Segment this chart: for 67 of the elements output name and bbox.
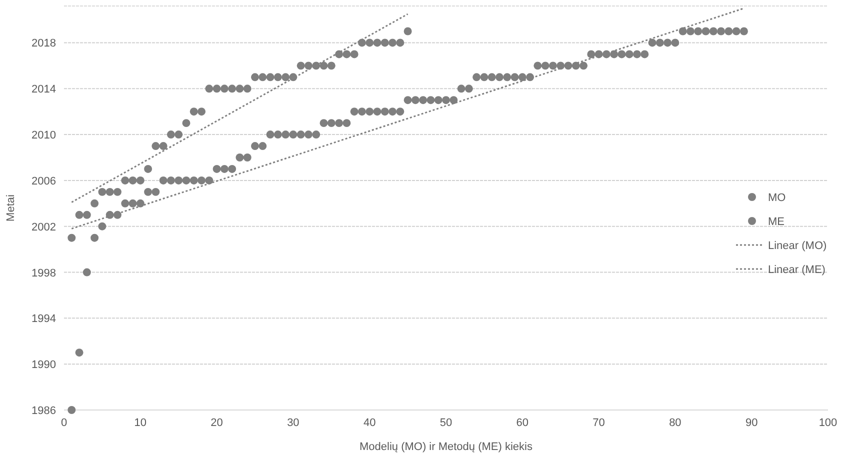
point [121,176,130,184]
legend-label: Linear (MO) [768,240,827,252]
point [228,84,236,93]
point [152,142,160,150]
x-tick-label: 60 [516,417,529,429]
point [220,84,228,93]
point [251,73,259,82]
point [258,73,267,82]
y-axis-title: Metai [5,194,17,222]
point [274,73,282,82]
x-tick-label: 80 [669,417,682,429]
x-axis-title: Modelių (MO) ir Metodų (ME) kiekis [360,441,533,453]
point [144,164,152,173]
point [388,38,397,47]
point [296,62,305,70]
x-tick-label: 40 [363,417,376,429]
point [350,50,358,58]
point [159,142,168,150]
y-tick-label: 1994 [32,313,56,326]
point [236,84,244,93]
x-tick-label: 0 [60,417,68,429]
y-tick-label: 2002 [32,221,56,234]
point [212,84,221,93]
point [404,27,412,36]
y-tick-label: 1990 [32,359,56,372]
x-tick-label: 70 [592,417,605,429]
legend-label: ME [768,216,784,228]
point [327,62,336,70]
x-tick-label: 50 [440,417,452,429]
point [373,38,382,47]
y-tick-label: 1998 [32,267,56,280]
point [82,210,91,219]
point [320,62,328,70]
y-tick-label: 2010 [32,130,56,142]
point [205,84,214,93]
legend-label: Linear (ME) [768,264,826,276]
point [380,38,389,47]
y-tick-label: 1986 [32,405,56,417]
point [182,119,190,128]
point [304,62,312,70]
y-tick-label: 2018 [32,38,56,50]
point [243,84,252,93]
point [282,73,290,82]
x-tick-label: 10 [134,417,147,429]
point [166,130,175,139]
x-tick-label: 90 [745,417,758,429]
point [75,210,84,219]
point [90,199,99,208]
point [68,234,76,242]
point [174,130,183,139]
point [106,188,114,196]
point [266,73,274,82]
x-tick-label: 100 [818,417,838,429]
legend-label: MO [768,192,786,204]
x-tick-label: 20 [210,417,223,429]
point [366,38,374,47]
point [190,108,198,116]
point [128,176,137,184]
x-tick-label: 30 [287,417,300,429]
point [136,176,144,184]
y-tick-label: 2006 [32,175,56,188]
y-tick-label: 2014 [32,84,56,96]
point [198,108,206,116]
point [98,188,106,196]
point [396,38,404,47]
point [342,50,351,58]
point [113,188,122,196]
